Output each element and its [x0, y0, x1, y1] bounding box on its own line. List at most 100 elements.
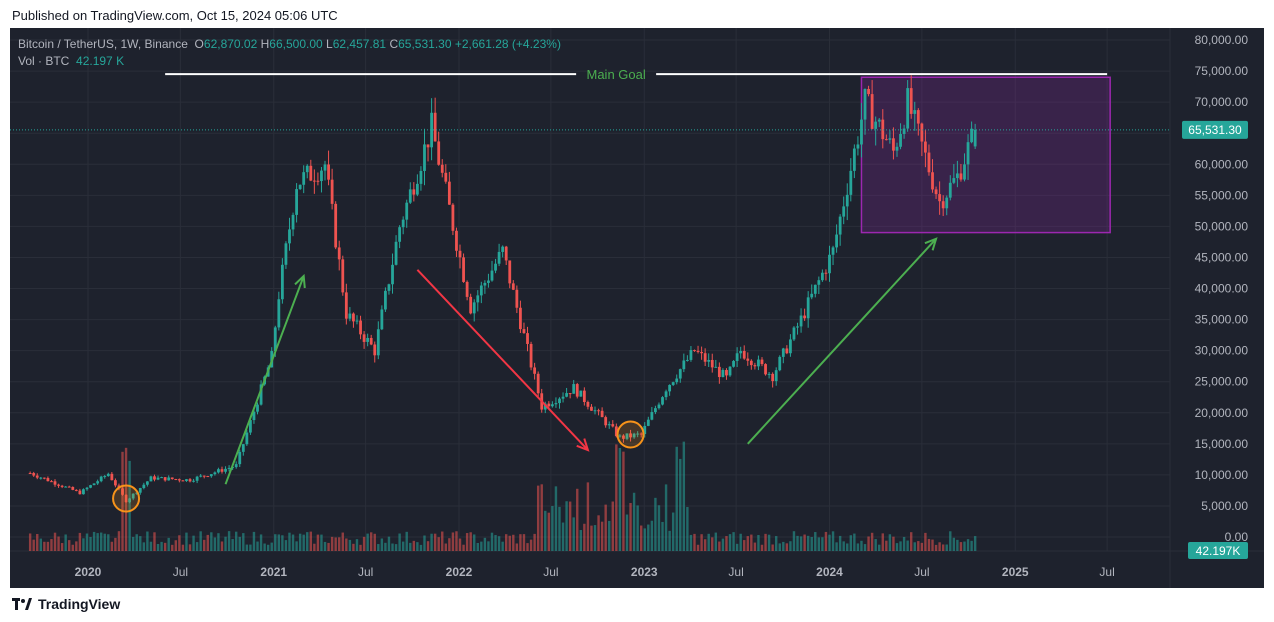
candle-body	[412, 189, 416, 195]
candle-body	[291, 214, 295, 230]
volume-bar	[227, 531, 231, 551]
bottom-marker-circle[interactable]	[112, 484, 141, 513]
y-tick-label: 75,000.00	[1195, 64, 1249, 78]
candle-body	[352, 313, 355, 322]
candle-body	[138, 488, 142, 493]
brand-name: TradingView	[38, 596, 121, 612]
candle-body	[625, 433, 629, 439]
candle-body	[312, 180, 316, 182]
volume-bar	[682, 441, 686, 551]
volume-bar	[693, 533, 696, 551]
y-tick-label: 50,000.00	[1195, 219, 1249, 233]
volume-bar	[270, 542, 273, 551]
candle-body	[387, 284, 391, 291]
candle-body	[156, 477, 160, 480]
candlestick-chart[interactable]: 80,000.0075,000.0070,000.0065,000.0060,0…	[10, 28, 1264, 588]
candle-body	[604, 417, 608, 426]
volume-bar	[401, 541, 405, 551]
trend-arrow-up[interactable]	[747, 238, 937, 445]
candle-body	[600, 410, 604, 418]
volume-bar	[373, 533, 376, 551]
volume-bar	[885, 540, 888, 551]
candle-body	[405, 202, 409, 220]
trend-arrow-down[interactable]	[416, 269, 589, 451]
candle-body	[632, 433, 636, 438]
candle-body	[654, 408, 657, 413]
candle-body	[423, 144, 426, 171]
volume-bar	[640, 525, 643, 551]
candle-body	[668, 384, 672, 392]
volume-bar	[82, 538, 85, 551]
volume-bar	[849, 535, 853, 551]
candle-body	[401, 219, 405, 228]
candle-body	[636, 433, 640, 435]
candle-body	[696, 350, 700, 352]
volume-bar	[316, 534, 320, 551]
volume-bar	[448, 538, 451, 551]
candle-body	[799, 315, 803, 327]
volume-bar	[252, 531, 256, 551]
volume-bar	[625, 514, 629, 551]
volume-bar	[455, 531, 458, 551]
candle-body	[39, 477, 43, 479]
candle-body	[973, 129, 977, 147]
candle-body	[64, 486, 68, 488]
volume-bar	[384, 542, 387, 551]
volume-bar	[565, 501, 568, 551]
candle-body	[941, 201, 945, 209]
tradingview-icon	[12, 598, 32, 610]
candle-body	[50, 481, 53, 483]
trend-arrow-up[interactable]	[224, 275, 305, 485]
volume-bar	[572, 517, 575, 551]
candle-body	[32, 473, 36, 476]
volume-bar	[934, 544, 938, 551]
legend-volume-row: Vol · BTC 42.197 K	[18, 53, 561, 70]
candle-body	[955, 173, 959, 179]
volume-bar	[419, 544, 423, 551]
candle-body	[476, 295, 480, 303]
candle-body	[74, 489, 78, 491]
volume-bar	[593, 525, 597, 551]
candle-body	[614, 426, 618, 437]
volume-bar	[544, 510, 547, 551]
candle-body	[725, 370, 728, 376]
volume-bar	[416, 542, 419, 551]
bottom-marker-circle[interactable]	[616, 420, 645, 449]
candle-body	[256, 404, 259, 412]
candle-body	[316, 180, 320, 182]
volume-bar	[689, 534, 693, 551]
volume-bar	[757, 534, 760, 551]
volume-bar	[57, 536, 60, 551]
volume-bar	[476, 542, 479, 551]
volume-bar	[423, 535, 426, 551]
candle-body	[906, 88, 910, 129]
volume-bar	[117, 531, 121, 551]
volume-bar	[281, 535, 284, 551]
volume-bar	[234, 531, 238, 551]
volume-bar	[277, 534, 281, 551]
range-box[interactable]	[860, 76, 1111, 234]
candle-body	[160, 477, 163, 479]
volume-bar	[224, 536, 227, 551]
volume-bar	[938, 542, 941, 551]
volume-bar	[131, 536, 135, 551]
candle-body	[845, 194, 849, 207]
legend-volume-label[interactable]: Vol · BTC	[18, 54, 70, 68]
volume-bar	[700, 534, 703, 551]
volume-bar	[345, 538, 348, 551]
candle-body	[302, 172, 306, 185]
chart-panel[interactable]: 80,000.0075,000.0070,000.0065,000.0060,0…	[10, 28, 1264, 588]
candle-body	[288, 229, 291, 244]
volume-bar	[821, 537, 824, 551]
x-tick-label: Jul	[1099, 565, 1114, 579]
volume-bar	[771, 544, 774, 551]
candle-body	[124, 494, 128, 503]
volume-bar	[320, 534, 323, 551]
volume-bar	[576, 488, 579, 551]
legend-symbol[interactable]: Bitcoin / TetherUS, 1W, Binance	[18, 37, 188, 51]
tradingview-logo[interactable]: TradingView	[12, 596, 120, 612]
candle-body	[685, 359, 689, 361]
candle-body	[298, 184, 302, 190]
volume-bar	[28, 533, 32, 551]
candle-body	[806, 297, 810, 319]
